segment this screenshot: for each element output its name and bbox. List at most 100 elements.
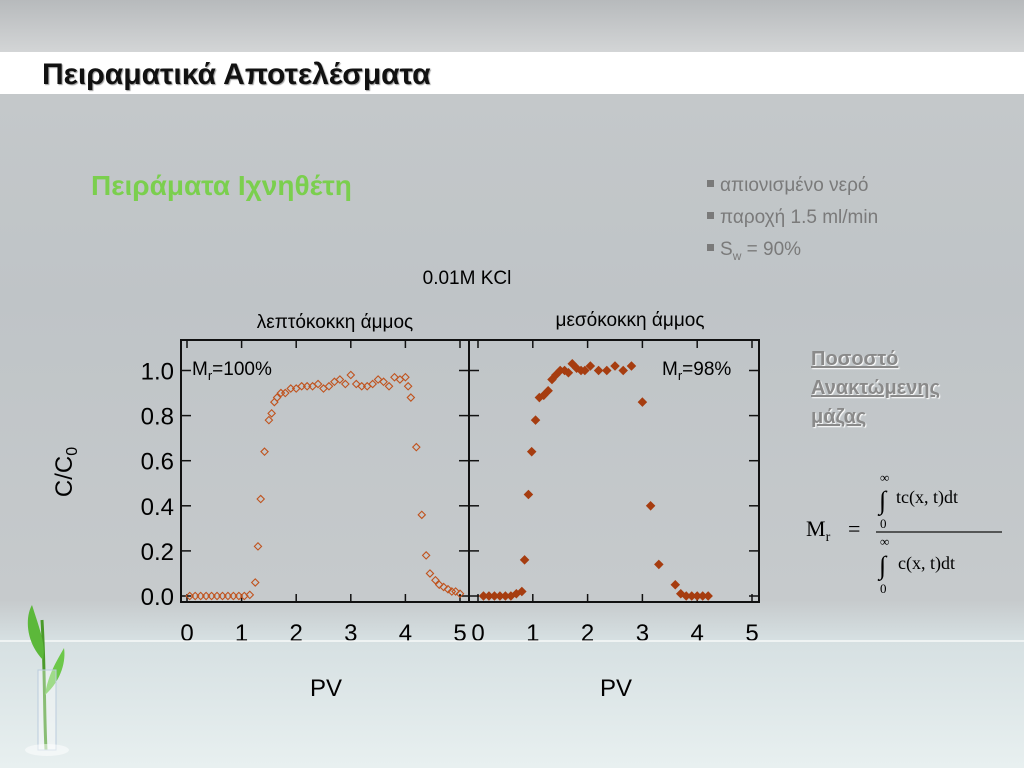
y-tick-label: 0.4 [141,494,174,521]
data-point [269,397,279,407]
data-point [368,379,378,389]
decorative-line [0,640,1024,642]
data-point [421,551,431,560]
slide-title: Πειραματικά Αποτελέσματα [42,58,431,91]
data-point [434,580,444,590]
data-point [519,555,530,565]
x-tick-label: 2 [290,620,303,647]
data-point [425,569,435,578]
tracer-breakthrough-chart: 0.01M KCl λεπτόκοκκη άμμος μεσόκοκκη άμμ… [51,268,760,702]
link-line: μάζας [811,406,867,428]
data-point [324,381,334,391]
data-point [439,582,448,592]
data-point [390,372,399,382]
data-point [703,591,713,601]
lower-limit: 0 [880,516,887,531]
link-line: Ανακτώμενης [811,377,941,399]
data-point [313,379,323,389]
data-point [645,501,656,511]
data-point [654,559,664,570]
recovered-mass-link[interactable]: Ποσοστό Ανακτώμενης μάζας [811,345,940,432]
data-point [256,494,266,504]
data-point [250,578,260,587]
x-tick-label: 0 [180,620,193,647]
y-tick-label: 1.0 [141,359,174,386]
x-tick-label: 1 [526,620,539,647]
mass-recovery-formula: Mr = ∞ ∫ 0 tc(x, t)dt ∞ ∫ 0 c(x, t)dt [806,470,1002,596]
data-point [373,375,383,384]
numerator: tc(x, t)dt [896,487,958,508]
data-point [610,361,620,371]
data-point [523,489,534,500]
x-tick-label: 3 [636,620,649,647]
data-point [260,447,269,457]
formula-lhs: Mr [806,516,831,545]
data-point [447,587,457,596]
left-x-axis-label: PV [310,675,342,702]
data-point [245,590,255,600]
data-point [602,365,612,376]
bullet-list: απιονισμένο νερό παροχή 1.5 ml/min Sw = … [707,170,878,272]
section-heading: Πειράματα Ιχνηθέτη [91,170,352,201]
x-tick-label: 4 [399,620,412,647]
data-point [403,381,413,391]
right-recovery-annotation: Mr=98% [662,359,731,383]
data-point [580,365,590,376]
x-tick-label: 1 [235,620,248,647]
x-tick-label: 0 [471,620,484,647]
data-point [455,589,465,599]
integral-sign: ∫ [877,486,888,516]
bullet-square-icon [707,244,714,252]
data-point [431,575,440,585]
data-point [272,393,282,402]
data-point [411,442,421,452]
x-tick-label: 4 [691,620,704,647]
bullet-item: απιονισμένο νερό [707,170,878,202]
link-line: Ποσοστό [811,348,899,370]
data-point [593,365,604,376]
data-point [618,365,628,376]
data-point [406,393,416,402]
right-x-axis-label: PV [600,675,632,702]
data-point [585,361,596,371]
x-tick-label: 2 [581,620,594,647]
lower-limit: 0 [880,581,887,596]
data-point [626,361,637,371]
y-axis-label: C/C0 [51,447,81,497]
data-point [443,584,453,594]
right-panel-frame [468,339,760,603]
bullet-item: Sw = 90% [707,234,878,272]
data-point [637,397,648,407]
bullet-square-icon [707,180,714,188]
data-point [451,587,461,596]
data-point [335,375,345,384]
data-point [563,367,574,378]
y-tick-label: 0.2 [141,539,174,566]
data-point [253,542,263,551]
integral-sign: ∫ [877,551,888,581]
data-point [417,510,427,520]
data-point [379,377,388,387]
y-tick-label: 0.8 [141,404,174,431]
top-band [0,0,1024,52]
y-tick-label: 0.0 [141,584,174,611]
title-bar [0,52,1024,94]
x-tick-label: 3 [344,620,357,647]
x-tick-label: 5 [453,620,466,647]
data-point [340,379,350,389]
left-panel-title: λεπτόκοκκη άμμος [257,312,413,333]
data-point [517,586,527,597]
data-point [384,381,394,391]
denominator: c(x, t)dt [898,553,955,574]
bullet-square-icon [707,212,714,220]
data-point [264,415,274,425]
chart-suptitle: 0.01M KCl [423,268,512,289]
left-recovery-annotation: Mr=100% [192,359,272,383]
formula-equals: = [848,516,860,541]
y-tick-label: 0.6 [141,449,174,476]
plant-in-flask-icon [25,605,69,756]
bullet-item: παροχή 1.5 ml/min [707,202,878,234]
data-point [280,388,290,398]
data-point [526,446,537,457]
data-point [530,415,541,425]
